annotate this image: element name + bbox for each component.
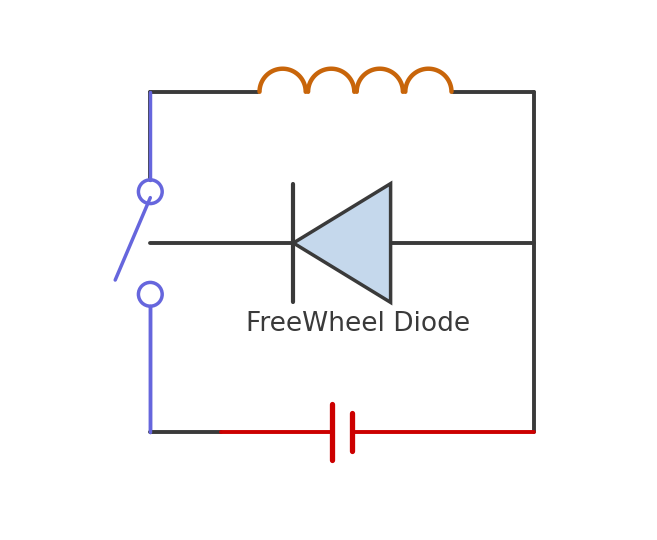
Text: FreeWheel Diode: FreeWheel Diode <box>246 311 470 337</box>
Polygon shape <box>294 184 391 302</box>
